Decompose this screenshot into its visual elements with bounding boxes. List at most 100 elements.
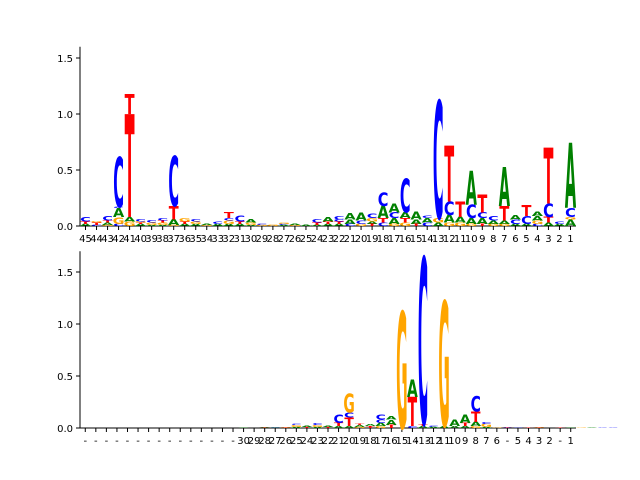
- x-tick-label: 8: [473, 436, 479, 447]
- logo-letter-t: T: [180, 221, 191, 225]
- logo-letter-c: C: [312, 218, 323, 224]
- logo-letter-c: C: [91, 225, 102, 227]
- logo-letter-g: G: [454, 222, 466, 228]
- logo-letter-a: A: [444, 213, 455, 226]
- logo-letter-a: A: [245, 218, 257, 224]
- logo-letter-c: C: [312, 423, 322, 426]
- logo-letter-c: C: [389, 211, 400, 220]
- logo-letter-a: A: [439, 426, 450, 429]
- logo-letter-g: G: [576, 427, 587, 428]
- logo-letter-c: C: [135, 219, 146, 223]
- x-tick-label: 45: [79, 234, 92, 245]
- x-tick-label: 19: [366, 234, 379, 245]
- x-tick-label: 28: [267, 234, 280, 245]
- x-tick-label: 18: [364, 436, 377, 447]
- logo-letter-a: A: [300, 225, 311, 227]
- logo-letter-a: A: [499, 157, 510, 220]
- x-tick-label: 32: [222, 234, 235, 245]
- logo-letter-c: C: [488, 215, 499, 222]
- x-tick-label: 38: [156, 234, 169, 245]
- logo-letter-c: C: [597, 427, 607, 428]
- logo-letter-a: A: [278, 225, 289, 227]
- x-tick-label: 23: [322, 234, 335, 245]
- logo-letter-c: C: [270, 427, 280, 428]
- logo-letter-g: G: [375, 426, 386, 429]
- logo-letter-a: A: [455, 215, 466, 224]
- x-tick-label: 25: [290, 436, 303, 447]
- logo-letter-a: A: [400, 211, 411, 220]
- x-tick-label: 15: [396, 436, 409, 447]
- x-tick-label: 15: [410, 234, 423, 245]
- x-tick-label: 13: [432, 234, 445, 245]
- x-tick-label: -: [105, 436, 109, 447]
- x-tick-label: 17: [374, 436, 387, 447]
- logo-letter-a: A: [565, 218, 577, 229]
- logo-letter-t: T: [471, 410, 481, 426]
- x-tick-label: 29: [248, 436, 261, 447]
- logo-letter-a: A: [259, 427, 270, 428]
- x-tick-label: 19: [353, 436, 366, 447]
- logo-letter-a: A: [157, 225, 168, 227]
- x-tick-label: 16: [399, 234, 412, 245]
- x-tick-label: 20: [343, 436, 356, 447]
- x-tick-label: 21: [332, 436, 345, 447]
- logo-letter-t: T: [408, 390, 418, 437]
- logo-letter-c: C: [378, 189, 389, 210]
- y-tick-label: 1.5: [57, 268, 73, 279]
- x-tick-label: 7: [501, 234, 507, 245]
- logo-letter-a: A: [532, 215, 544, 222]
- logo-letter-t: T: [418, 424, 428, 427]
- logo-letter-t: T: [125, 86, 135, 251]
- logo-letter-a: A: [499, 219, 511, 225]
- logo-letter-c: C: [333, 412, 343, 425]
- logo-letter-t: T: [312, 222, 323, 226]
- logo-letter-t: T: [455, 198, 465, 223]
- x-tick-label: 26: [279, 436, 292, 447]
- logo-letter-c: C: [334, 219, 345, 223]
- logo-letter-g: G: [465, 223, 477, 227]
- logo-letter-t: T: [499, 203, 509, 226]
- logo-letter-t: T: [477, 223, 488, 227]
- x-tick-label: -: [157, 436, 161, 447]
- logo-letter-c: C: [157, 218, 168, 222]
- logo-letter-c: C: [532, 223, 543, 227]
- logo-letter-c: C: [168, 142, 179, 222]
- logo-letter-a: A: [245, 225, 256, 227]
- x-tick-label: 4: [525, 436, 531, 447]
- chart-bottom: 0.00.51.01.5- - - - - - - - - - - - - - -3029282726252…: [57, 214, 618, 479]
- x-tick-label: 26: [289, 234, 302, 245]
- logo-letter-a: A: [344, 218, 356, 225]
- logo-letter-a: A: [411, 210, 422, 223]
- logo-letter-a: A: [488, 219, 500, 225]
- logo-letter-c: C: [212, 221, 223, 225]
- x-tick-label: -: [506, 436, 510, 447]
- logo-letter-a: A: [532, 210, 544, 217]
- logo-letter-a: A: [433, 222, 445, 228]
- x-tick-label: 44: [90, 234, 103, 245]
- logo-letter-a: A: [389, 203, 401, 217]
- logo-letter-c: C: [433, 69, 444, 256]
- logo-letter-a: A: [201, 224, 212, 226]
- x-tick-label: -: [189, 436, 193, 447]
- x-tick-label: -: [115, 436, 119, 447]
- logo-letter-a: A: [460, 426, 471, 429]
- x-tick-label: -12: [425, 436, 441, 447]
- logo-letter-c: C: [510, 218, 521, 225]
- logo-letter-a: A: [322, 216, 334, 223]
- logo-letter-c: C: [481, 422, 491, 425]
- logo-letter-g: G: [312, 425, 323, 428]
- y-tick-label: 1.5: [57, 54, 73, 65]
- logo-letter-a: A: [460, 412, 471, 425]
- x-tick-label: 24: [301, 436, 314, 447]
- x-tick-label: 21: [344, 234, 357, 245]
- logo-letter-a: A: [311, 225, 322, 227]
- logo-letter-t: T: [103, 220, 114, 224]
- logo-letter-t: T: [460, 422, 469, 427]
- x-tick-label: 4: [534, 234, 540, 245]
- logo-letter-g: G: [396, 280, 407, 466]
- x-tick-label: 5: [515, 436, 521, 447]
- logo-letter-t: T: [281, 427, 291, 428]
- x-tick-label: 42: [112, 234, 125, 245]
- logo-letter-a: A: [389, 217, 400, 226]
- logo-letter-t: T: [334, 221, 345, 225]
